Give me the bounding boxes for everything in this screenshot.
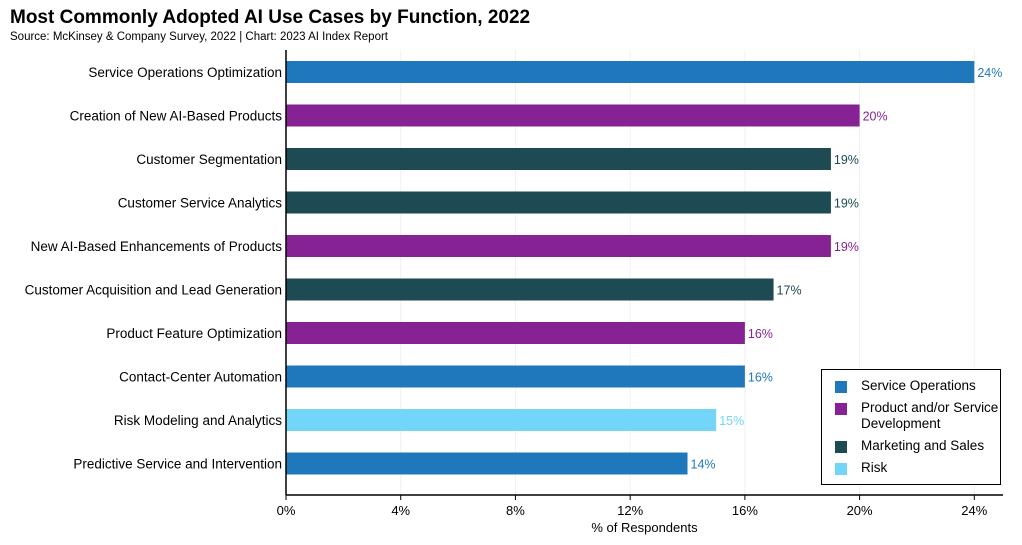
legend-item: Marketing and Sales: [835, 438, 1000, 454]
x-tick-label: 8%: [506, 503, 525, 518]
category-label: Contact-Center Automation: [119, 370, 282, 385]
value-label: 16%: [748, 327, 773, 341]
value-label: 19%: [834, 153, 859, 167]
chart-title: Most Commonly Adopted AI Use Cases by Fu…: [10, 7, 531, 28]
legend-label: Risk: [861, 460, 888, 475]
x-tick-label: 20%: [847, 503, 873, 518]
chart-subtitle: Source: McKinsey & Company Survey, 2022 …: [10, 31, 388, 43]
category-label: Risk Modeling and Analytics: [114, 413, 282, 428]
x-tick-label: 16%: [732, 503, 758, 518]
category-label: Customer Segmentation: [136, 152, 282, 167]
legend-swatch: [835, 463, 847, 475]
legend-item: Risk: [835, 460, 1000, 476]
legend-label: Service Operations: [861, 378, 976, 393]
category-label: New AI-Based Enhancements of Products: [31, 239, 283, 254]
legend-swatch: [835, 441, 847, 453]
category-label: Customer Acquisition and Lead Generation: [25, 283, 282, 298]
bar: [286, 452, 688, 475]
value-label: 15%: [719, 414, 744, 428]
bar: [286, 191, 831, 214]
value-label: 24%: [977, 66, 1002, 80]
category-label: Service Operations Optimization: [88, 65, 282, 80]
legend-swatch: [835, 381, 847, 393]
legend-label: Marketing and Sales: [861, 438, 985, 453]
category-label: Predictive Service and Intervention: [73, 457, 282, 472]
value-label: 14%: [691, 458, 716, 472]
legend-item: Service Operations: [835, 378, 1000, 394]
x-axis-label: % of Respondents: [591, 520, 698, 535]
category-label: Customer Service Analytics: [118, 196, 283, 211]
bar: [286, 148, 831, 170]
x-tick-label: 24%: [961, 503, 987, 518]
chart-legend: Service Operations Product and/or Service…: [821, 369, 1001, 485]
category-label: Creation of New AI-Based Products: [70, 109, 283, 124]
legend-item: Product and/or Service Development: [835, 400, 1000, 432]
bar: [286, 365, 745, 388]
bar: [286, 322, 745, 344]
value-label: 16%: [748, 371, 773, 385]
legend-swatch: [835, 403, 847, 415]
value-label: 20%: [863, 110, 888, 124]
legend-label: Product and/or Service Development: [861, 400, 999, 431]
bar: [286, 409, 717, 431]
bar: [286, 61, 975, 83]
bar: [286, 235, 831, 257]
value-label: 19%: [834, 197, 859, 211]
value-label: 19%: [834, 240, 859, 254]
x-tick-label: 4%: [391, 503, 410, 518]
value-label: 17%: [777, 284, 802, 298]
bar: [286, 104, 860, 127]
bar: [286, 278, 774, 301]
x-tick-label: 0%: [277, 503, 296, 518]
category-label: Product Feature Optimization: [106, 326, 282, 341]
x-tick-label: 12%: [617, 503, 643, 518]
